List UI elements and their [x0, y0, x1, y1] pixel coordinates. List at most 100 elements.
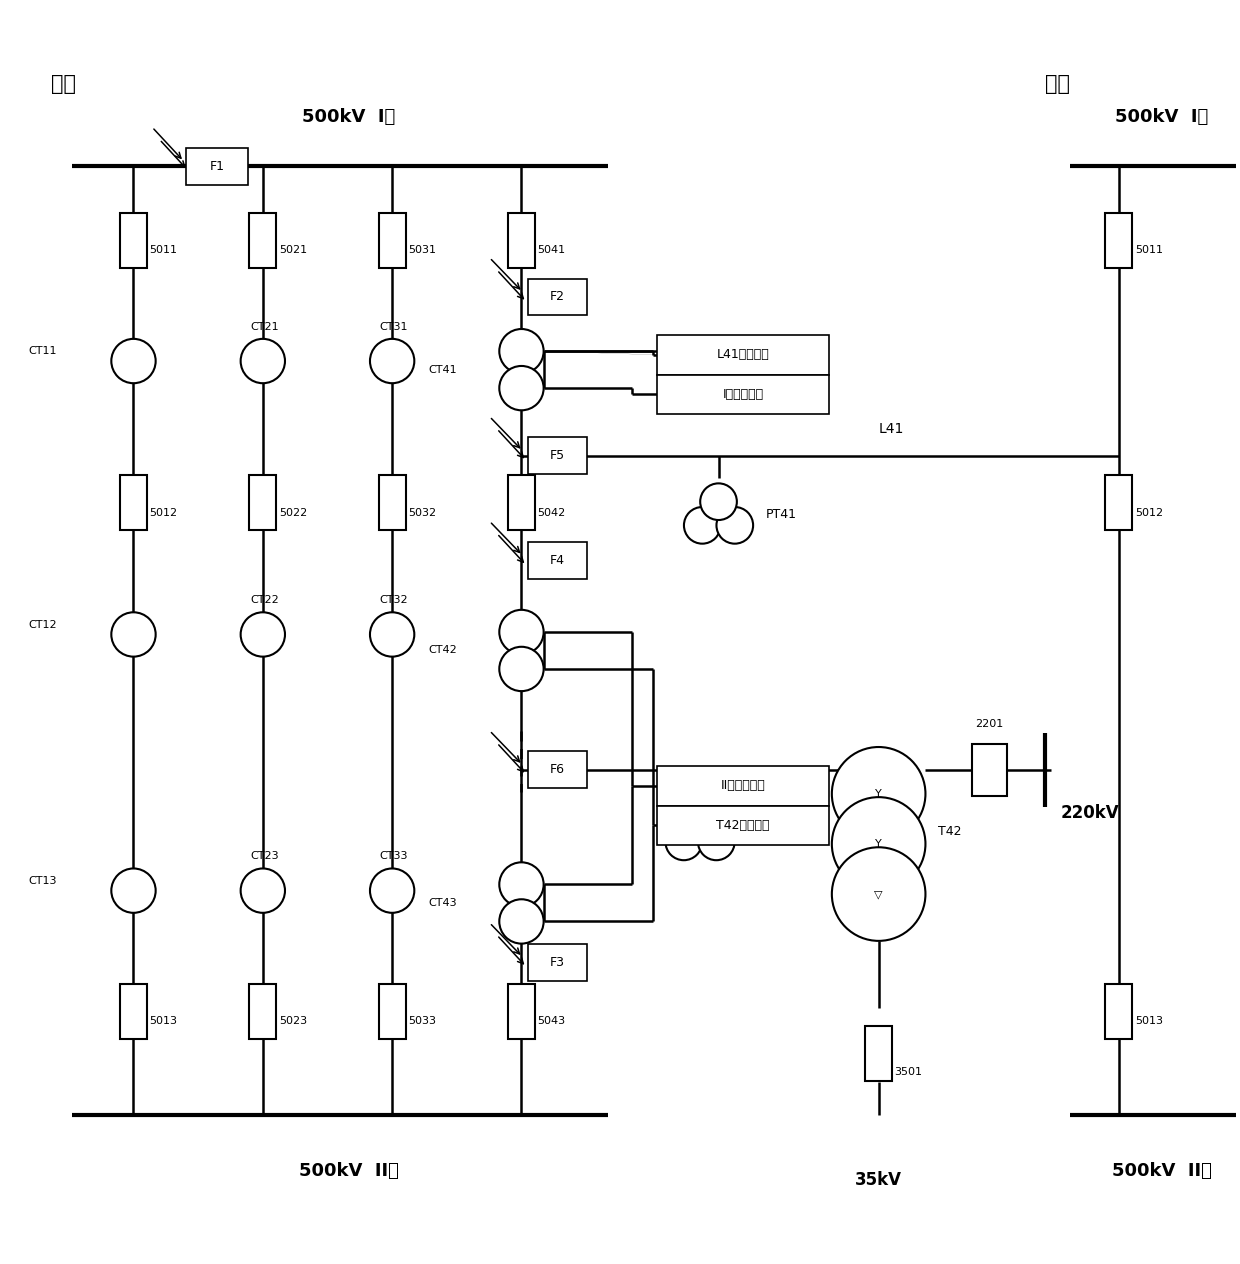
Text: CT41: CT41 — [429, 364, 458, 374]
Text: F4: F4 — [549, 554, 564, 568]
Circle shape — [698, 824, 734, 861]
Bar — [657, 374, 830, 415]
Text: 5021: 5021 — [279, 245, 308, 255]
Text: CT42: CT42 — [429, 646, 458, 656]
Bar — [528, 437, 587, 474]
Text: 5041: 5041 — [537, 245, 565, 255]
Text: ▽: ▽ — [874, 889, 883, 899]
Text: CT12: CT12 — [29, 619, 57, 629]
Text: F5: F5 — [549, 450, 564, 463]
Text: 5032: 5032 — [408, 508, 436, 517]
Text: 500kV  II母: 500kV II母 — [1112, 1163, 1211, 1181]
Text: 5013: 5013 — [1135, 1016, 1163, 1026]
Bar — [657, 766, 830, 805]
Text: 甲站: 甲站 — [51, 73, 76, 94]
Circle shape — [500, 367, 543, 411]
Circle shape — [112, 868, 156, 913]
Circle shape — [241, 868, 285, 913]
Circle shape — [370, 612, 414, 656]
Text: 500kV  I母: 500kV I母 — [303, 109, 396, 126]
Circle shape — [500, 862, 543, 906]
Text: F2: F2 — [549, 291, 564, 303]
Text: 5042: 5042 — [537, 508, 565, 517]
Circle shape — [241, 612, 285, 656]
Bar — [528, 278, 587, 316]
Bar — [249, 212, 277, 268]
Text: 220kV: 220kV — [1061, 804, 1120, 822]
Text: F6: F6 — [549, 763, 564, 776]
Text: PT41: PT41 — [765, 508, 796, 522]
Text: 5023: 5023 — [279, 1016, 308, 1026]
Bar — [972, 744, 1007, 796]
Text: F1: F1 — [210, 161, 224, 173]
Text: Y: Y — [875, 839, 882, 849]
Bar — [508, 212, 534, 268]
Bar — [657, 335, 830, 374]
Text: 乙站: 乙站 — [1045, 73, 1070, 94]
Text: CT13: CT13 — [29, 876, 57, 886]
Circle shape — [832, 847, 925, 940]
Text: 5022: 5022 — [279, 508, 308, 517]
Circle shape — [717, 507, 753, 544]
Bar — [528, 752, 587, 789]
Text: 35kV: 35kV — [856, 1170, 903, 1189]
Text: CT33: CT33 — [379, 851, 408, 861]
Bar — [508, 475, 534, 531]
Circle shape — [500, 647, 543, 691]
Bar — [528, 944, 587, 981]
Text: CT22: CT22 — [250, 595, 279, 605]
Circle shape — [684, 507, 720, 544]
Bar — [186, 148, 248, 185]
Bar — [120, 983, 148, 1039]
Text: CT31: CT31 — [379, 321, 408, 331]
Circle shape — [370, 868, 414, 913]
Text: 5013: 5013 — [150, 1016, 177, 1026]
Text: 5043: 5043 — [537, 1016, 565, 1026]
Text: 5011: 5011 — [1135, 245, 1163, 255]
Circle shape — [666, 824, 702, 861]
Bar — [249, 475, 277, 531]
Text: 5012: 5012 — [150, 508, 177, 517]
Circle shape — [500, 609, 543, 655]
Bar — [1105, 475, 1132, 531]
Text: L41: L41 — [878, 422, 904, 436]
Text: 5033: 5033 — [408, 1016, 436, 1026]
Text: CT21: CT21 — [250, 321, 279, 331]
Text: 2201: 2201 — [976, 719, 1003, 729]
Text: L41线路保护: L41线路保护 — [717, 349, 770, 362]
Bar — [120, 212, 148, 268]
Circle shape — [241, 339, 285, 383]
Bar — [657, 805, 830, 846]
Text: CT11: CT11 — [29, 346, 57, 356]
Circle shape — [112, 612, 156, 656]
Bar — [120, 475, 148, 531]
Text: II母母线保护: II母母线保护 — [720, 780, 765, 793]
Text: T42主变保护: T42主变保护 — [717, 819, 770, 832]
Text: CT32: CT32 — [379, 595, 408, 605]
Text: 5031: 5031 — [408, 245, 436, 255]
Bar — [866, 1025, 893, 1081]
Text: 3501: 3501 — [895, 1067, 923, 1077]
Bar — [249, 983, 277, 1039]
Bar — [1105, 983, 1132, 1039]
Bar — [1105, 212, 1132, 268]
Text: CT23: CT23 — [250, 851, 279, 861]
Circle shape — [832, 798, 925, 891]
Bar — [378, 983, 405, 1039]
Text: T42: T42 — [937, 825, 961, 838]
Text: PT42: PT42 — [746, 825, 777, 838]
Circle shape — [500, 329, 543, 373]
Text: Y: Y — [875, 789, 882, 799]
Text: F3: F3 — [549, 956, 564, 968]
Bar — [378, 475, 405, 531]
Circle shape — [832, 747, 925, 841]
Circle shape — [112, 339, 156, 383]
Circle shape — [701, 483, 737, 520]
Text: 500kV  II母: 500kV II母 — [299, 1163, 399, 1181]
Bar — [378, 212, 405, 268]
Circle shape — [370, 339, 414, 383]
Text: 5012: 5012 — [1135, 508, 1163, 517]
Text: 500kV  I母: 500kV I母 — [1115, 109, 1209, 126]
Text: I母母线保护: I母母线保护 — [723, 388, 764, 401]
Circle shape — [682, 800, 718, 837]
